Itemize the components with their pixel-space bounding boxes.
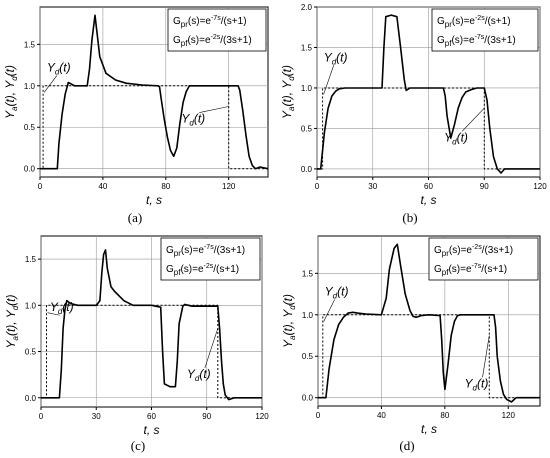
annotation-leader <box>323 299 335 322</box>
x-tick-label: 0 <box>39 412 44 421</box>
x-axis-label: t, s <box>421 422 437 436</box>
panel-caption: (b) <box>402 210 417 225</box>
y-tick-label: 1.0 <box>302 311 314 320</box>
y-axis-label: Ya(t), Yd(t) <box>281 294 297 348</box>
chart-panel-b: 0 30 60 90 120 0.0 0.5 1.0 1.5 2.0 Gpr(s)=e-2s/(s+… <box>280 3 547 225</box>
chart-panel-a: 0 40 80 120 0.0 0.5 1.0 1.5 Gpr(s)=e-7s/(s+1) Gpf… <box>3 6 269 225</box>
x-tick-label: 120 <box>255 412 269 421</box>
legend-box <box>167 8 267 52</box>
yd-annotation: Yd(t) <box>325 285 349 301</box>
series-line-yd <box>318 314 540 399</box>
legend-entry: Gpr(s)=e-2s/(s+1) <box>437 15 511 29</box>
yd-annotation: Yd(t) <box>47 61 71 77</box>
x-tick-label: 0 <box>316 411 321 420</box>
x-tick-label: 90 <box>480 182 489 191</box>
x-tick-label: 30 <box>368 182 377 191</box>
annotation-leader <box>43 75 58 93</box>
x-tick-label: 120 <box>502 411 516 420</box>
y-tick-label: 0.5 <box>302 352 314 361</box>
chart-panel-d: 0 40 80 120 0.0 0.5 1.0 1.5 Gpr(s)=e-2s/(3s+1) Gp… <box>281 235 541 453</box>
legend-entry: Gpr(s)=e-2s/(3s+1) <box>434 244 513 258</box>
x-tick-label: 60 <box>424 182 433 191</box>
y-tick-label: 1.5 <box>24 40 36 49</box>
legend-box <box>431 8 539 52</box>
y-axis-label: Ya(t), Yd(t) <box>280 65 296 119</box>
yd-annotation: Yd(t) <box>181 112 205 128</box>
y-tick-label: 0.0 <box>25 394 37 403</box>
yd-annotation: Yd(t) <box>50 300 74 316</box>
series-line-yd <box>317 87 540 170</box>
y-tick-label: 0.5 <box>301 124 313 133</box>
legend-entry: Gpr(s)=e-7s/(s+1) <box>173 15 247 29</box>
series-line-ya <box>40 14 268 170</box>
legend-entry: Gpf(s)=e-7s/(3s+1) <box>437 34 516 48</box>
yd-annotation: Yd(t) <box>465 376 489 392</box>
x-tick-label: 60 <box>147 412 156 421</box>
x-tick-label: 0 <box>315 182 320 191</box>
x-axis-label: t, s <box>420 193 436 207</box>
annotation-leader <box>323 65 334 95</box>
y-tick-label: 1.5 <box>301 43 313 52</box>
y-tick-label: 0.5 <box>24 123 36 132</box>
y-tick-label: 0.0 <box>24 165 36 174</box>
panel-caption: (a) <box>128 210 142 225</box>
yd-annotation: Yd(t) <box>444 130 468 146</box>
y-tick-label: 1.0 <box>24 82 36 91</box>
x-tick-label: 80 <box>440 411 449 420</box>
legend-entry: Gpf(s)=e-2s/(3s+1) <box>173 34 252 48</box>
yd-annotation: Yd(t) <box>187 367 211 383</box>
series-line-ya <box>318 243 540 403</box>
series-line-yd <box>41 304 262 399</box>
x-tick-label: 40 <box>377 411 386 420</box>
annotation-leader <box>461 107 485 132</box>
annotation-leader <box>199 106 229 113</box>
legend-entry: Gpf(s)=e-2s/(s+1) <box>166 263 239 277</box>
x-tick-label: 30 <box>92 412 101 421</box>
legend-entry: Gpr(s)=e-7s/(3s+1) <box>166 244 245 258</box>
y-tick-label: 0.0 <box>301 165 313 174</box>
legend-box <box>160 237 261 281</box>
x-tick-label: 90 <box>202 412 211 421</box>
panel-caption: (d) <box>399 438 414 453</box>
x-axis-label: t, s <box>146 193 162 207</box>
x-tick-label: 120 <box>533 182 547 191</box>
y-tick-label: 1.5 <box>302 269 314 278</box>
annotation-leader <box>204 328 219 369</box>
x-tick-label: 0 <box>38 182 43 191</box>
legend-box <box>428 237 539 281</box>
x-tick-label: 40 <box>98 182 107 191</box>
y-axis-label: Ya(t), Yd(t) <box>4 294 20 348</box>
x-tick-label: 120 <box>222 182 236 191</box>
y-tick-label: 1.0 <box>301 84 313 93</box>
panel-caption: (c) <box>131 438 145 453</box>
chart-panel-c: 0 30 60 90 120 0.0 0.5 1.0 1.5 Gpr(s)=e-7s/(3s+1)… <box>4 235 269 453</box>
x-tick-label: 80 <box>161 182 170 191</box>
series-line-yd <box>40 85 268 170</box>
legend-entry: Gpf(s)=e-7s/(s+1) <box>434 263 507 277</box>
y-tick-label: 1.5 <box>25 255 37 264</box>
annotation-leader <box>47 312 60 316</box>
annotation-leader <box>482 335 490 378</box>
yd-annotation: Yd(t) <box>324 50 348 66</box>
y-axis-label: Ya(t), Yd(t) <box>3 65 19 119</box>
y-tick-label: 1.0 <box>25 301 37 310</box>
y-tick-label: 0.0 <box>302 394 314 403</box>
y-tick-label: 2.0 <box>301 3 313 12</box>
x-axis-label: t, s <box>143 423 159 437</box>
y-tick-label: 0.5 <box>25 348 37 357</box>
